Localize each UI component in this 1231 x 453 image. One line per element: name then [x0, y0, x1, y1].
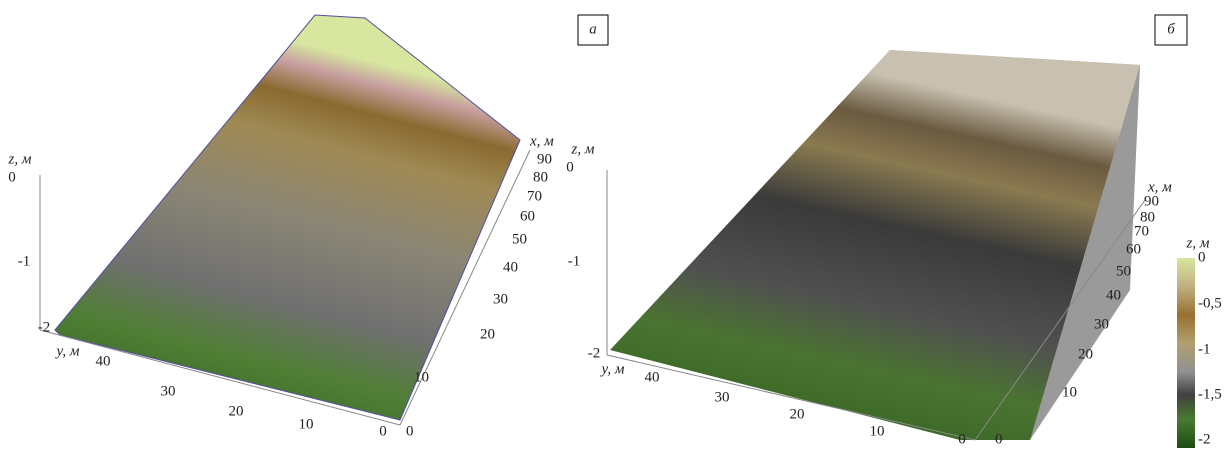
ticks: -2 [38, 319, 51, 335]
ticks: 20 [480, 326, 495, 342]
ticks: -2 [1198, 431, 1211, 447]
ticks: 30 [493, 291, 508, 307]
ticks: 10 [414, 369, 429, 385]
-label: б [1167, 21, 1175, 37]
ticks: 50 [1116, 263, 1131, 279]
ticks: -1 [18, 253, 31, 269]
ticks: 40 [645, 369, 660, 385]
ticks: 60 [1126, 241, 1141, 257]
y_axis-title: y, м [600, 361, 625, 377]
ticks: 0 [958, 431, 966, 447]
panel-b [607, 15, 1187, 440]
ticks: 40 [1106, 287, 1121, 303]
ticks: -2 [588, 345, 601, 361]
ticks: 10 [1062, 384, 1077, 400]
figure: аz, м0-1-2x, м9080706050403020100y, м403… [0, 0, 1231, 448]
ticks: 20 [1078, 346, 1093, 362]
ticks: 30 [161, 383, 176, 399]
y_axis-title: y, м [55, 343, 80, 359]
z_axis-title: z, м [571, 141, 595, 157]
ticks: 30 [715, 389, 730, 405]
ticks: -1 [1198, 341, 1211, 357]
z_axis-title: z, м [8, 151, 32, 167]
ticks: 0 [406, 423, 414, 439]
ticks: 70 [527, 188, 542, 204]
ticks: -0,5 [1198, 295, 1222, 311]
ticks: 10 [299, 416, 314, 432]
ticks: 30 [1094, 316, 1109, 332]
ticks: 0 [379, 423, 387, 439]
ticks: -1 [568, 253, 581, 269]
surface [55, 15, 520, 420]
ticks: 80 [533, 169, 548, 185]
ticks: 0 [8, 169, 16, 185]
ticks: 60 [520, 208, 535, 224]
colorbar [1177, 258, 1195, 448]
ticks: 90 [1144, 193, 1159, 209]
ticks: 90 [537, 151, 552, 167]
ticks: 50 [512, 231, 527, 247]
ticks: 0 [566, 159, 574, 175]
ticks: 40 [96, 353, 111, 369]
ticks: 40 [503, 259, 518, 275]
ticks: 0 [995, 431, 1003, 447]
-label: а [589, 21, 597, 37]
ticks: -1,5 [1198, 386, 1222, 402]
x_axis-title: x, м [529, 133, 554, 149]
ticks: 20 [790, 406, 805, 422]
ticks: 0 [1198, 249, 1206, 265]
ticks: 70 [1134, 223, 1149, 239]
ticks: 20 [229, 403, 244, 419]
ticks: 10 [870, 423, 885, 439]
